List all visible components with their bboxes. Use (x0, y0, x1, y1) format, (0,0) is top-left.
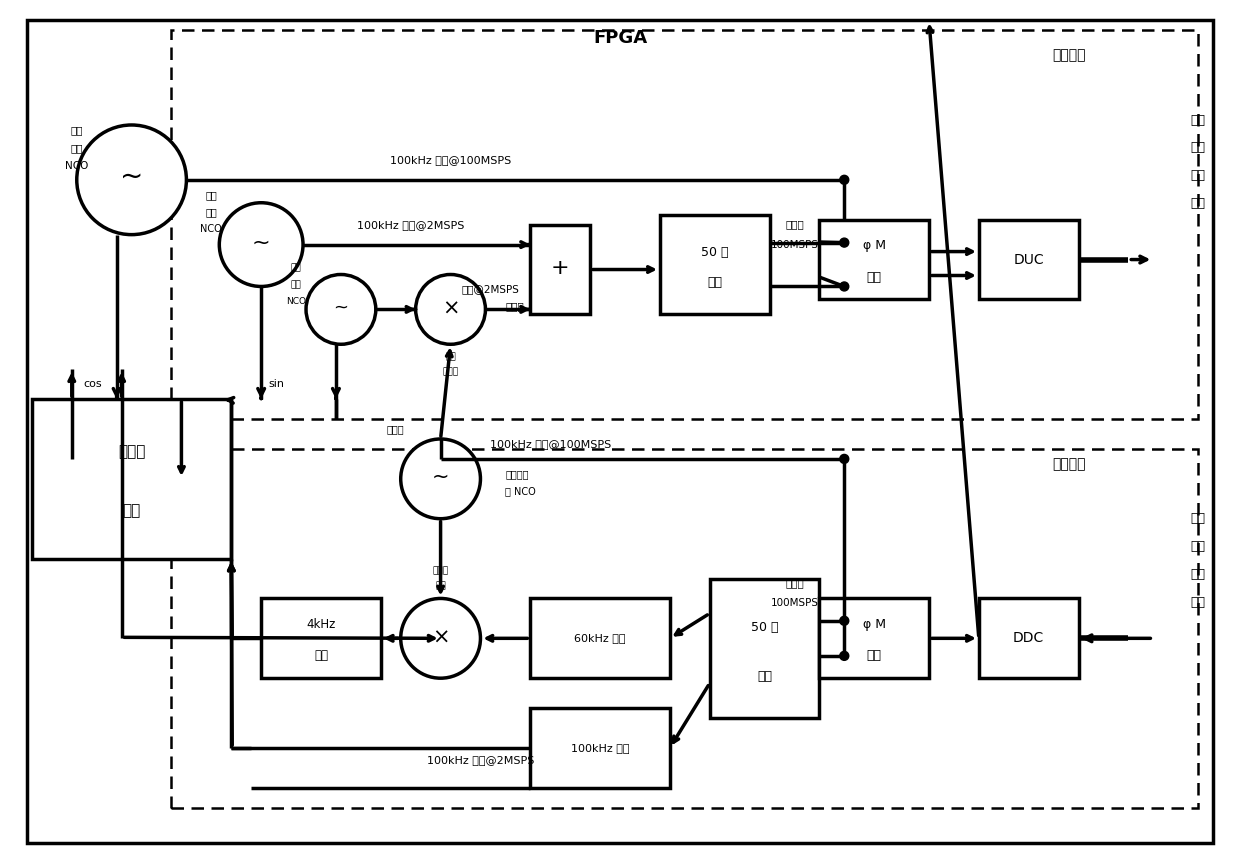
Text: 次音@2MSPS: 次音@2MSPS (461, 284, 520, 295)
Text: ×: × (441, 298, 459, 319)
Text: cos: cos (83, 379, 102, 389)
Bar (171, 30, 1198, 419)
Text: 字 NCO: 字 NCO (506, 486, 536, 496)
Bar (978, 599, 1079, 679)
Text: ~: ~ (252, 233, 270, 253)
Text: NCO: NCO (286, 297, 306, 306)
Text: 数字: 数字 (206, 207, 217, 216)
Text: sin: sin (268, 379, 284, 389)
Text: NCO: NCO (64, 161, 88, 171)
Text: 信号: 信号 (1190, 596, 1205, 609)
Circle shape (839, 651, 848, 661)
Bar (978, 220, 1079, 300)
Text: 混频器: 混频器 (433, 566, 449, 575)
Text: ×: × (432, 627, 449, 648)
Text: 低通: 低通 (314, 649, 327, 662)
Text: 50 倍: 50 倍 (750, 621, 779, 634)
Text: 第一: 第一 (445, 353, 456, 362)
Text: 100kHz 主音@100MSPS: 100kHz 主音@100MSPS (490, 439, 611, 449)
Text: 数字: 数字 (71, 143, 83, 153)
Circle shape (219, 203, 303, 286)
Text: FPGA: FPGA (593, 29, 647, 47)
Text: 混频音数: 混频音数 (506, 469, 529, 478)
Text: 100kHz 主音@2MSPS: 100kHz 主音@2MSPS (357, 220, 464, 229)
Text: DDC: DDC (1013, 631, 1044, 645)
Text: 混频音: 混频音 (387, 424, 404, 434)
Text: 中频: 中频 (1190, 540, 1205, 553)
Text: 求相差: 求相差 (118, 444, 145, 460)
Text: 抽取: 抽取 (758, 670, 773, 683)
Text: 接收单元: 接收单元 (1052, 457, 1085, 471)
Text: 调制: 调制 (867, 271, 882, 283)
Bar (531, 225, 590, 314)
Circle shape (839, 454, 848, 463)
Circle shape (306, 275, 376, 344)
Circle shape (77, 125, 186, 235)
Text: 100kHz 主音@100MSPS: 100kHz 主音@100MSPS (389, 155, 511, 165)
Text: 100kHz 主音@2MSPS: 100kHz 主音@2MSPS (427, 755, 534, 765)
Text: ~: ~ (432, 466, 449, 487)
Circle shape (839, 616, 848, 625)
Circle shape (415, 275, 485, 344)
Bar (820, 220, 929, 300)
Circle shape (839, 175, 848, 185)
Text: 第一: 第一 (206, 190, 217, 200)
Text: 解调: 解调 (867, 649, 882, 662)
Text: 插值: 插值 (707, 276, 722, 289)
Text: 接收: 接收 (1190, 512, 1205, 525)
Text: 数字: 数字 (1190, 142, 1205, 155)
Text: 100MSPS: 100MSPS (770, 240, 818, 250)
Text: DUC: DUC (1013, 253, 1044, 266)
Bar (262, 599, 381, 679)
Text: 采样: 采样 (1190, 568, 1205, 581)
Bar (660, 215, 770, 314)
Text: ~: ~ (334, 298, 348, 316)
Circle shape (401, 599, 480, 679)
Text: 解调音: 解调音 (785, 578, 804, 588)
Circle shape (839, 282, 848, 291)
Text: 100kHz 高通: 100kHz 高通 (570, 743, 630, 753)
Bar (531, 599, 670, 679)
Text: ~: ~ (120, 163, 144, 191)
Bar (531, 708, 670, 788)
Text: +: + (551, 258, 569, 277)
Text: 第二: 第二 (290, 263, 301, 272)
Text: 调制音: 调制音 (785, 220, 804, 229)
Text: 100MSPS: 100MSPS (770, 599, 818, 608)
Text: φ M: φ M (863, 240, 885, 253)
Text: 发射: 发射 (1190, 113, 1205, 126)
Text: 信号: 信号 (1190, 198, 1205, 210)
Text: 混频器: 混频器 (443, 368, 459, 377)
Text: NCO: NCO (201, 223, 222, 234)
Text: 单元: 单元 (123, 503, 140, 518)
Text: 折叶音: 折叶音 (506, 302, 525, 312)
Text: 中频: 中频 (1190, 169, 1205, 182)
Bar (32, 399, 232, 558)
Text: 第二: 第二 (435, 581, 446, 590)
Text: 第三: 第三 (71, 125, 83, 135)
Bar (709, 578, 820, 718)
Text: φ M: φ M (863, 618, 885, 631)
Bar (171, 449, 1198, 807)
Circle shape (839, 238, 848, 247)
Text: 数字: 数字 (290, 280, 301, 289)
Text: 60kHz 低通: 60kHz 低通 (574, 633, 626, 643)
Text: 50 倍: 50 倍 (701, 246, 728, 259)
Circle shape (401, 439, 480, 519)
Text: 4kHz: 4kHz (306, 618, 336, 631)
Text: 发射单元: 发射单元 (1052, 48, 1085, 62)
Bar (820, 599, 929, 679)
